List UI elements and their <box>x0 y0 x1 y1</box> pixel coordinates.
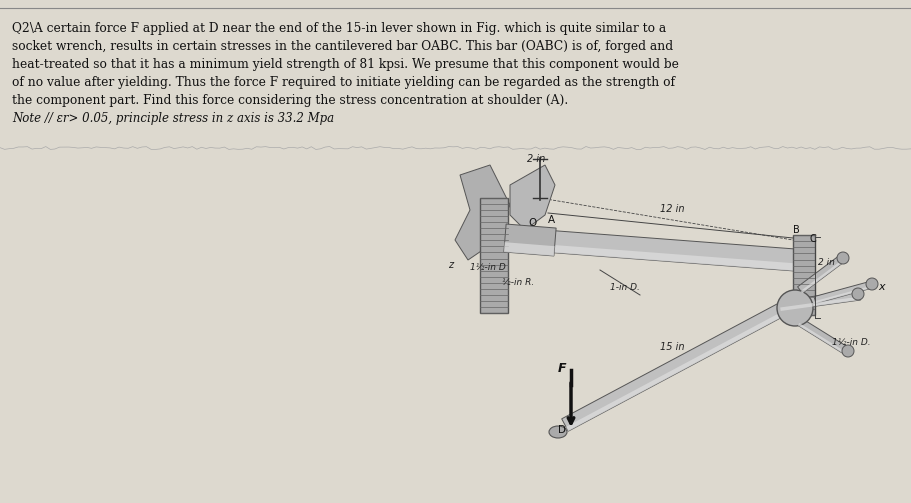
Text: 12 in: 12 in <box>660 204 684 214</box>
Text: z: z <box>448 260 453 270</box>
Polygon shape <box>801 261 843 293</box>
Circle shape <box>837 252 849 264</box>
Text: O: O <box>528 218 537 228</box>
Circle shape <box>777 290 813 326</box>
Text: C: C <box>810 234 817 244</box>
Polygon shape <box>566 307 793 431</box>
Text: 1½-in D.: 1½-in D. <box>832 338 871 347</box>
Polygon shape <box>814 282 871 303</box>
Text: ½-in R.: ½-in R. <box>502 278 534 287</box>
Text: B: B <box>793 225 800 235</box>
Polygon shape <box>798 318 847 354</box>
Polygon shape <box>798 257 843 293</box>
Text: 15 in: 15 in <box>660 342 684 352</box>
Polygon shape <box>815 286 871 303</box>
Polygon shape <box>504 242 555 256</box>
Bar <box>480 198 508 313</box>
Circle shape <box>852 288 864 300</box>
Text: of no value after yielding. Thus the force F required to initiate yielding can b: of no value after yielding. Thus the for… <box>12 76 675 89</box>
Polygon shape <box>504 227 796 271</box>
Polygon shape <box>504 241 794 271</box>
Text: socket wrench, results in certain stresses in the cantilevered bar OABC. This ba: socket wrench, results in certain stress… <box>12 40 673 53</box>
Text: the component part. Find this force considering the stress concentration at shou: the component part. Find this force cons… <box>12 94 568 107</box>
Polygon shape <box>780 296 861 311</box>
Text: x: x <box>878 282 885 292</box>
Polygon shape <box>779 290 861 311</box>
Text: Q2\A certain force F applied at D near the end of the 15-in lever shown in Fig. : Q2\A certain force F applied at D near t… <box>12 22 666 35</box>
Polygon shape <box>504 224 556 256</box>
Ellipse shape <box>549 426 567 438</box>
Circle shape <box>842 345 854 357</box>
Polygon shape <box>562 299 793 431</box>
Bar <box>793 235 815 315</box>
Text: A: A <box>548 215 555 225</box>
Text: Note // εr> 0.05, principle stress in z axis is 33.2 Mpa: Note // εr> 0.05, principle stress in z … <box>12 112 334 125</box>
Text: heat-treated so that it has a minimum yield strength of 81 kpsi. We presume that: heat-treated so that it has a minimum yi… <box>12 58 679 71</box>
Text: 1½-in D: 1½-in D <box>470 263 506 272</box>
Text: 2 in: 2 in <box>818 258 834 267</box>
Text: 2 in: 2 in <box>527 154 546 164</box>
Text: F: F <box>558 362 567 375</box>
Polygon shape <box>455 165 510 260</box>
Polygon shape <box>510 165 555 230</box>
Circle shape <box>866 278 878 290</box>
Polygon shape <box>798 323 844 354</box>
Text: 1-in D.: 1-in D. <box>610 283 640 292</box>
Text: D: D <box>558 425 566 435</box>
